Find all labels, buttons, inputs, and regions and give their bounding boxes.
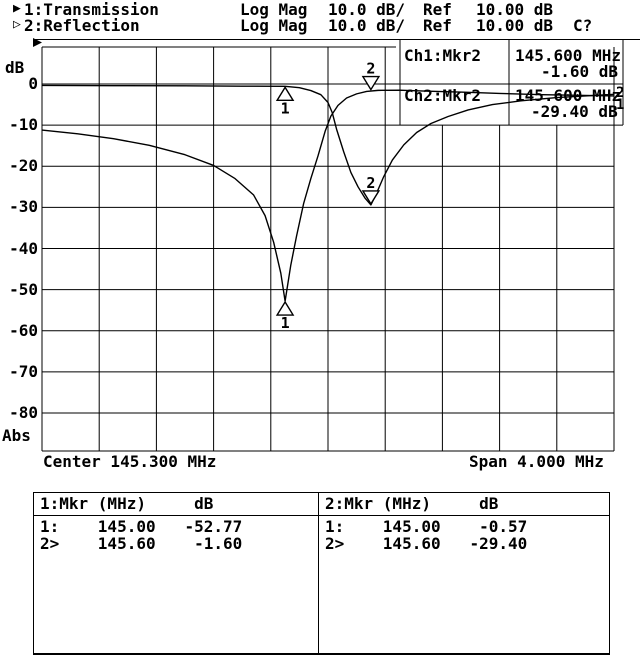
marker-2-ch2-label: 2 bbox=[366, 174, 375, 192]
readout-ch1-frequency: 145.600 MHz bbox=[515, 46, 621, 65]
y-axis-tick-label: -20 bbox=[9, 156, 38, 176]
channel1-label: 1:Transmission bbox=[24, 0, 159, 19]
y-axis-tick-label: -80 bbox=[9, 403, 38, 422]
y-axis-tick-label: -70 bbox=[9, 361, 38, 381]
y-axis-tick-label: -50 bbox=[9, 279, 38, 299]
marker-2-ch1-icon bbox=[361, 75, 381, 91]
channel2-inactive-icon: ▷ bbox=[13, 17, 21, 32]
channel1-ref-label: Ref bbox=[423, 0, 452, 19]
marker-1-ch1-label: 1 bbox=[281, 314, 290, 332]
marker-1-ch2-icon bbox=[275, 86, 295, 102]
y-axis-tick-label: -40 bbox=[9, 238, 38, 258]
marker-1-ch2-label: 1 bbox=[281, 99, 290, 117]
channel1-active-icon: ▶ bbox=[13, 1, 21, 16]
channel1-format: Log Mag bbox=[240, 0, 308, 19]
readout-ch1-title: Ch1:Mkr2 bbox=[404, 46, 482, 65]
y-axis-unit-label: dB bbox=[5, 58, 25, 77]
readout-ch2-value: -29.40 dB bbox=[531, 102, 618, 121]
marker-2-ch1-label: 2 bbox=[366, 60, 375, 78]
channel1-ref-value: 10.00 dB bbox=[476, 0, 554, 19]
channel1-scale: 10.0 dB/ bbox=[328, 0, 406, 19]
calibration-status: C? bbox=[573, 16, 593, 35]
channel2-ref-value: 10.00 dB bbox=[476, 16, 554, 35]
span-label: Span 4.000 MHz bbox=[469, 452, 604, 471]
readout-ch1-value: -1.60 dB bbox=[541, 62, 619, 81]
marker-table-left-row2: 2> 145.60 -1.60 bbox=[40, 534, 243, 553]
trace1-end-label: 1 bbox=[616, 97, 625, 113]
trace-1 bbox=[41, 89, 615, 302]
trace2-end-label: 2 bbox=[616, 85, 625, 101]
marker-table-right-header: 2:Mkr (MHz) dB bbox=[325, 494, 499, 513]
y-axis-tick-label: -30 bbox=[9, 197, 38, 217]
channel2-format: Log Mag bbox=[240, 16, 308, 35]
marker-table-right-row2: 2> 145.60 -29.40 bbox=[325, 534, 528, 553]
marker-table-header-rule bbox=[34, 515, 609, 516]
marker-table-left-row1: 1: 145.00 -52.77 bbox=[40, 517, 243, 536]
y-axis-scale-type-label: Abs bbox=[2, 426, 31, 445]
marker-1-ch1-icon bbox=[275, 300, 295, 316]
center-frequency-label: Center 145.300 MHz bbox=[43, 452, 217, 471]
channel2-label: 2:Reflection bbox=[24, 16, 140, 35]
marker-2-ch2-icon bbox=[361, 190, 381, 206]
channel2-ref-label: Ref bbox=[423, 16, 452, 35]
marker-table: 1:Mkr (MHz) dB 1: 145.00 -52.77 2> 145.6… bbox=[33, 492, 610, 655]
y-axis-tick-label: 0 bbox=[28, 74, 38, 93]
marker-table-left-header: 1:Mkr (MHz) dB bbox=[40, 494, 214, 513]
marker-table-divider bbox=[318, 493, 319, 653]
channel2-scale: 10.0 dB/ bbox=[328, 16, 406, 35]
y-axis-tick-label: -60 bbox=[9, 320, 38, 340]
y-axis-tick-label: -10 bbox=[9, 115, 38, 135]
reference-level-icon bbox=[33, 38, 42, 47]
marker-table-right-row1: 1: 145.00 -0.57 bbox=[325, 517, 528, 536]
trace-2 bbox=[41, 84, 615, 206]
